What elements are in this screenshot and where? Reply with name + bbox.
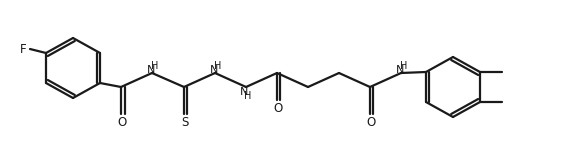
Text: H: H [244, 91, 252, 101]
Text: F: F [20, 42, 27, 56]
Text: O: O [117, 117, 127, 130]
Text: H: H [214, 61, 222, 71]
Text: H: H [151, 61, 158, 71]
Text: O: O [274, 102, 283, 116]
Text: N: N [147, 65, 155, 75]
Text: N: N [240, 87, 248, 97]
Text: N: N [396, 65, 404, 75]
Text: O: O [367, 117, 376, 130]
Text: S: S [181, 117, 189, 130]
Text: H: H [400, 61, 408, 71]
Text: N: N [210, 65, 218, 75]
